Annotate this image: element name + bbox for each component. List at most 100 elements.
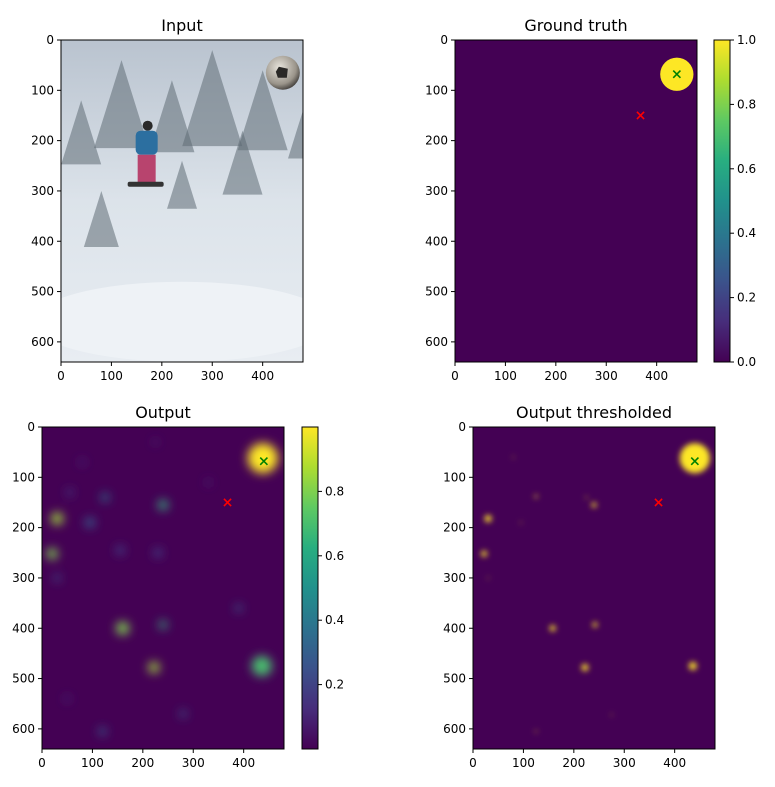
heatmap-blob-17 [64, 695, 71, 702]
heatmap-blob-1 [484, 515, 492, 523]
y-tick-label: 400 [425, 234, 448, 248]
marker-stroke [636, 111, 645, 120]
panel-2: Output 0 100 200 300 400 0 100 200 300 400 500 600 0.… [12, 403, 344, 770]
heatmap-blob-2 [481, 550, 488, 557]
target-marker [672, 70, 681, 79]
heatmap-blob-3 [549, 625, 556, 632]
y-tick-label: 100 [12, 470, 35, 484]
tree-0 [61, 100, 102, 165]
y-tick-label: 0 [440, 33, 448, 47]
y-tick-label: 600 [31, 335, 54, 349]
heatmap-blob-7 [251, 655, 272, 677]
tree-6 [167, 160, 197, 209]
rider-pants [137, 154, 156, 183]
heatmap-background [455, 40, 697, 362]
axes-frame [472, 426, 716, 750]
x-tick-label: 0 [469, 756, 477, 770]
heatmap-blob-16 [153, 548, 163, 558]
heatmap-blob-14 [98, 727, 107, 736]
x-tick-label: 300 [201, 369, 224, 383]
heatmap-blob-4 [581, 663, 589, 672]
y-tick-label: 200 [443, 521, 466, 535]
y-tick-label: 600 [425, 335, 448, 349]
heatmap-blob-4 [148, 661, 160, 674]
y-tick-label: 500 [31, 285, 54, 299]
colorbar-tick-label: 0.8 [325, 484, 344, 498]
x-tick-label: 400 [232, 756, 255, 770]
heatmap-blob-7 [688, 661, 697, 671]
x-tick-label: 400 [663, 756, 686, 770]
y-tick-label: 500 [12, 672, 35, 686]
marker-stroke [672, 70, 681, 79]
heatmap-blob-14 [610, 713, 613, 716]
colorbar-tick-label: 0.0 [737, 355, 756, 369]
heatmap-blob-6 [592, 622, 598, 628]
heatmap-blob-8 [534, 494, 538, 498]
y-tick-label: 0 [27, 420, 35, 434]
marker-stroke [223, 498, 232, 507]
x-tick-label: 100 [512, 756, 535, 770]
heatmap-blob-18 [79, 459, 86, 466]
plot-area [42, 427, 284, 749]
y-tick-label: 600 [443, 722, 466, 736]
panel-3: Output thresholded 0 100 200 300 400 0 100 200 30… [443, 403, 716, 770]
y-tick-label: 400 [12, 621, 35, 635]
y-tick-label: 100 [443, 470, 466, 484]
heatmap-blob-1 [51, 512, 64, 525]
colorbar-gradient [302, 427, 318, 749]
panel-title: Output [135, 403, 191, 422]
colorbar: 0.0 0.2 0.4 0.6 0.8 1.0 [713, 33, 756, 369]
heatmap-blob-0 [679, 443, 710, 474]
y-tick-label: 500 [443, 672, 466, 686]
x-tick-label: 200 [131, 756, 154, 770]
heatmap-blob-8 [100, 493, 110, 502]
axes-frame [60, 39, 304, 363]
rider-jacket [135, 130, 158, 155]
heatmap-blob-12 [487, 577, 489, 579]
tree-2 [149, 80, 195, 153]
x-tick-label: 300 [595, 369, 618, 383]
y-tick-label: 100 [31, 83, 54, 97]
heatmap-blob-11 [520, 521, 522, 524]
marker-stroke [690, 457, 699, 466]
heatmap-blob-20 [205, 479, 212, 486]
x-tick-label: 300 [613, 756, 636, 770]
plot-area [61, 40, 303, 362]
axes-frame [454, 39, 698, 363]
panel-1: Ground truth 0 100 200 300 400 0 100 200 300 400 50… [425, 16, 756, 383]
marker-stroke [654, 498, 663, 507]
target-marker [259, 457, 268, 466]
other-marker [654, 498, 663, 507]
heatmap-blob-3 [116, 621, 130, 635]
heatmap-blob-15 [115, 545, 125, 555]
heatmap-blob-13 [179, 710, 187, 718]
panel-title: Input [161, 16, 202, 35]
colorbar-frame [301, 426, 319, 750]
tree-3 [182, 50, 243, 147]
x-tick-label: 0 [451, 369, 459, 383]
heatmap-blobs [46, 439, 278, 736]
x-tick-label: 200 [562, 756, 585, 770]
heatmap-blob-13 [535, 730, 538, 733]
x-tick-label: 100 [494, 369, 517, 383]
tree-5 [83, 190, 119, 247]
heatmap-background [473, 427, 715, 749]
panel-title: Output thresholded [516, 403, 672, 422]
x-tick-label: 400 [645, 369, 668, 383]
other-marker [223, 498, 232, 507]
colorbar-tick-label: 0.4 [737, 226, 756, 240]
colorbar-tick-label: 0.2 [325, 678, 344, 692]
heatmap-blob-0 [247, 443, 278, 474]
rider-head [142, 120, 153, 131]
y-tick-label: 200 [12, 521, 35, 535]
y-tick-label: 200 [31, 134, 54, 148]
y-tick-label: 0 [458, 420, 466, 434]
x-tick-label: 200 [544, 369, 567, 383]
colorbar-gradient [714, 40, 730, 362]
tree-4 [237, 70, 288, 151]
heatmap-background [42, 427, 284, 749]
y-tick-label: 0 [46, 33, 54, 47]
heatmap-blob-5 [591, 502, 597, 508]
y-tick-label: 600 [12, 722, 35, 736]
tree-8 [288, 110, 303, 159]
